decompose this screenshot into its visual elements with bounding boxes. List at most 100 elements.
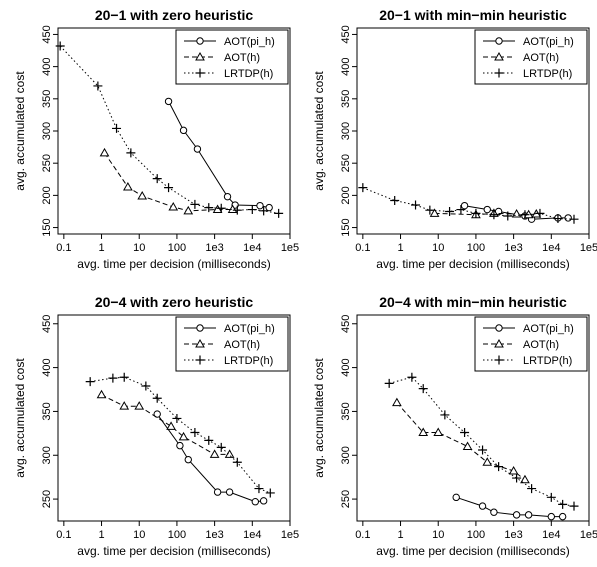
x-tick-label: 100 — [168, 242, 186, 254]
x-tick-label: 1 — [98, 242, 104, 254]
legend-marker — [494, 355, 504, 365]
data-point — [460, 427, 470, 437]
series-triangle — [99, 147, 238, 215]
legend-marker — [195, 355, 205, 365]
data-point — [384, 378, 394, 388]
data-point — [392, 397, 402, 407]
y-tick-label: 400 — [340, 358, 352, 376]
series-circle — [153, 410, 268, 506]
data-point — [99, 147, 110, 157]
series-circle — [452, 493, 567, 521]
data-point — [433, 427, 444, 436]
x-tick-label: 100 — [168, 529, 186, 541]
series-plus — [85, 372, 275, 498]
data-point — [489, 210, 499, 220]
data-point — [520, 210, 530, 220]
data-point — [254, 484, 264, 494]
data-point — [251, 498, 259, 506]
y-axis-label: avg. accumulated cost — [13, 71, 27, 191]
data-point — [429, 208, 440, 217]
y-tick-label: 200 — [41, 186, 53, 204]
data-point — [141, 381, 151, 391]
x-tick-label: 1e4 — [542, 529, 560, 541]
legend: AOT(pi_h) AOT(h) LRTDP(h) — [474, 316, 588, 372]
series-line — [90, 376, 271, 494]
data-point — [418, 427, 429, 436]
data-point — [508, 466, 519, 475]
data-point — [176, 441, 184, 450]
legend-label: LRTDP(h) — [523, 355, 572, 367]
data-point — [259, 206, 269, 216]
data-point — [471, 208, 481, 218]
data-point — [511, 209, 522, 218]
y-tick-label: 300 — [340, 122, 352, 140]
series-line — [101, 394, 230, 455]
chart-title: 20−4 with min−min heuristic — [379, 294, 567, 310]
legend: AOT(pi_h) AOT(h) LRTDP(h) — [474, 29, 588, 85]
legend-label: AOT(h) — [523, 339, 559, 351]
x-tick-label: 10 — [432, 242, 444, 254]
y-tick-label: 450 — [41, 25, 53, 43]
legend-marker — [195, 338, 205, 348]
plot-frame — [356, 314, 590, 522]
x-tick-label: 100 — [467, 242, 485, 254]
data-point — [440, 410, 450, 420]
data-point — [520, 474, 530, 484]
data-point — [490, 508, 498, 516]
data-point — [546, 492, 556, 502]
y-tick-label: 150 — [41, 218, 53, 236]
data-point — [547, 512, 556, 521]
series-triangle — [96, 389, 235, 458]
x-axis-label: avg. time per decision (milliseconds) — [77, 544, 270, 558]
data-point — [274, 208, 284, 218]
data-point — [134, 401, 145, 410]
data-point — [247, 205, 257, 215]
legend-label: AOT(h) — [224, 52, 260, 64]
series-circle — [164, 97, 273, 212]
data-point — [462, 441, 473, 450]
data-point — [153, 410, 161, 418]
x-tick-label: 1e3 — [205, 529, 223, 541]
x-tick-label: 1 — [98, 529, 104, 541]
legend-marker — [196, 324, 204, 332]
x-tick-label: 1e3 — [504, 242, 522, 254]
y-tick-label: 200 — [340, 186, 352, 204]
data-point — [512, 511, 521, 519]
chart-panel-3: 20−4 with zero heuristic 0.1 1 10 100 1e3 1e4 1… — [13, 294, 299, 558]
data-point — [204, 435, 214, 445]
data-point — [265, 488, 275, 498]
x-axis-label: avg. time per decision (milliseconds) — [77, 257, 270, 271]
data-point — [85, 377, 95, 387]
data-point — [411, 200, 421, 210]
data-point — [179, 126, 188, 135]
data-point — [478, 502, 487, 510]
x-tick-label: 0.1 — [56, 242, 71, 254]
data-point — [168, 201, 179, 211]
data-point — [445, 206, 455, 216]
data-point — [96, 389, 107, 399]
data-point — [418, 384, 428, 394]
data-point — [166, 421, 176, 430]
y-tick-label: 300 — [41, 122, 53, 140]
data-point — [569, 214, 579, 224]
data-point — [564, 214, 572, 222]
data-point — [209, 449, 220, 458]
x-tick-label: 1e3 — [504, 529, 522, 541]
data-point — [164, 183, 174, 193]
data-point — [112, 123, 122, 133]
legend-label: LRTDP(h) — [224, 68, 273, 80]
legend-label: AOT(h) — [523, 52, 559, 64]
y-tick-label: 350 — [340, 90, 352, 108]
chart-title: 20−1 with min−min heuristic — [379, 7, 567, 23]
y-axis-label: avg. accumulated cost — [312, 71, 326, 191]
legend-marker — [494, 51, 504, 61]
data-point — [553, 214, 563, 224]
series-line — [456, 496, 563, 518]
y-tick-label: 350 — [340, 402, 352, 420]
data-point — [527, 484, 537, 494]
data-point — [390, 196, 400, 206]
data-point — [183, 205, 194, 215]
data-point — [119, 372, 129, 382]
data-point — [164, 97, 173, 106]
